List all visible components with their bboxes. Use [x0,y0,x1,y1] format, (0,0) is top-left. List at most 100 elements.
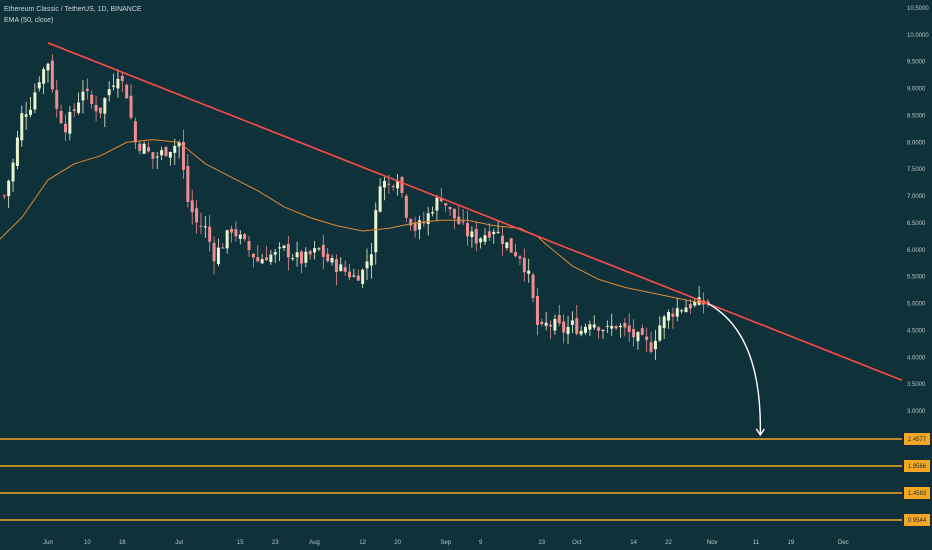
candle-up [483,235,487,242]
y-tick-label: 4.5000 [907,328,926,334]
candle-down [509,238,513,253]
candle-up [168,151,172,158]
candle-up [112,85,116,87]
candle-down [649,342,653,352]
candle-up [361,269,365,284]
candle-up [103,98,107,114]
y-tick-label: 5.5000 [907,275,926,281]
candle-up [492,231,496,235]
candle-up [584,326,588,333]
candle-up [693,301,697,306]
candle-up [37,82,41,89]
x-tick-label: Nov [707,540,718,546]
candle-down [321,244,325,257]
x-tick-label: Jun [43,540,53,546]
candle-up [369,254,373,266]
candle-up [680,310,684,312]
candle-up [269,254,273,262]
candle-down [2,195,6,197]
y-tick-label: 7.0000 [907,194,926,200]
candle-up [618,325,622,328]
candle-down [120,75,124,82]
candle-up [431,212,435,214]
candle-down [413,222,417,231]
candle-down [474,229,478,244]
candle-up [7,180,11,197]
candle-down [286,243,290,258]
candle-up [374,210,378,253]
candle-up [417,220,421,230]
candle-up [33,92,37,110]
chart-header: Ethereum Classic / TetherUS, 1D, BINANCE… [4,4,142,26]
candle-up [378,186,382,212]
candle-up [203,226,207,228]
candle-down [186,165,190,202]
candle-down [251,253,255,258]
candle-down [487,231,491,238]
x-tick-label: 18 [119,540,126,546]
candle-up [588,324,592,330]
candle-down [129,95,133,118]
x-tick-label: 19 [788,540,795,546]
candle-down [514,252,518,257]
candle-down [72,109,76,111]
candle-down [404,195,408,218]
candle-up [77,102,81,114]
candle-up [544,322,548,326]
candle-down [151,152,155,159]
candle-up [697,297,701,305]
candle-down [343,267,347,272]
candle-down [531,274,535,299]
candle-up [42,69,46,84]
candle-up [675,308,679,317]
candle-down [164,147,168,157]
candle-down [85,88,89,91]
candle-up [29,109,33,115]
candle-up [160,150,164,156]
candle-up [273,252,277,255]
candle-down [627,325,631,333]
candle-up [330,258,334,263]
candle-up [173,145,177,153]
candle-up [382,180,386,188]
candle-up [527,270,531,274]
candle-up [142,143,146,154]
y-tick-label: 10.0000 [907,33,929,39]
candle-down [334,259,338,272]
y-tick-label: 3.0000 [907,409,926,415]
candle-down [623,322,627,328]
candle-down [632,329,636,338]
candle-up [304,251,308,263]
candle-down [98,107,102,114]
y-tick-label: 5.0000 [907,302,926,308]
candle-down [535,296,539,325]
candle-down [59,110,63,124]
candle-down [348,271,352,278]
candle-down [195,208,199,223]
descending-trendline [47,42,903,381]
candle-up [291,258,295,260]
candle-down [387,183,391,185]
candle-up [295,252,299,258]
level-tag [904,514,930,526]
x-tick-label: Aug [309,540,320,546]
x-tick-label: Sep [440,540,451,546]
candle-up [653,340,657,350]
x-tick-label: 23 [538,540,545,546]
indicator-label[interactable]: EMA (50, close) [4,17,54,24]
candle-down [125,84,129,99]
price-levels: 2.4577 1.9566 1.4583 0.9544 [0,433,930,526]
candle-up [339,264,343,272]
candle-down [90,94,94,104]
arrow-curve [707,302,762,436]
x-tick-label: 22 [665,540,672,546]
candle-up [282,245,286,248]
candle-down [640,328,644,335]
x-tick-label: 14 [630,540,637,546]
candle-down [133,121,137,143]
y-tick-label: 8.0000 [907,140,926,146]
level-tag [904,487,930,499]
symbol-title[interactable]: Ethereum Classic / TetherUS, 1D, BINANCE [4,6,142,13]
candle-up [46,63,50,71]
